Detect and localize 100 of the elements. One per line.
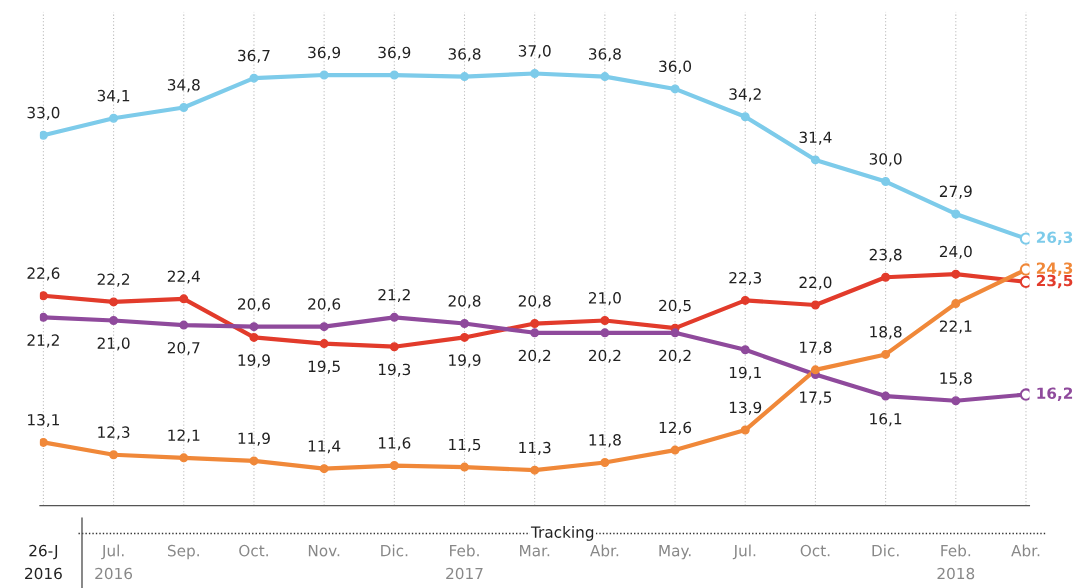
x-tick-label: Sep. (167, 544, 199, 560)
point (670, 84, 680, 94)
point (951, 269, 961, 279)
x-tick-label: Mar. (520, 545, 550, 557)
point (319, 339, 329, 349)
data-label: 22,4 (167, 270, 200, 284)
point (530, 69, 540, 78)
data-label: 23,5 (1036, 274, 1073, 289)
point (881, 272, 891, 282)
data-label: 16,2 (1037, 387, 1073, 401)
point (249, 322, 259, 332)
data-label: 27,9 (939, 185, 972, 199)
data-label: 36,0 (659, 60, 692, 74)
point (179, 102, 189, 112)
data-label: 19,3 (378, 363, 411, 377)
x-tick-label: May. (659, 545, 691, 560)
x-tick-label: 26-J 2016 (25, 544, 62, 580)
data-label: 18,8 (870, 326, 902, 340)
point (530, 319, 540, 329)
point (109, 113, 119, 123)
point (740, 112, 750, 122)
data-label: 11,3 (519, 441, 551, 455)
data-label: 20,8 (448, 295, 481, 309)
data-label: 19,5 (308, 360, 340, 374)
data-label: 22,0 (799, 276, 832, 290)
data-label: 22,6 (27, 267, 60, 281)
data-label: 22,2 (97, 273, 130, 287)
data-label: 13,9 (729, 401, 762, 415)
x-tick-label: Abr. (1011, 544, 1040, 557)
data-label: 20,2 (588, 349, 621, 363)
point (389, 461, 399, 471)
data-label: 11,4 (308, 440, 341, 454)
point (951, 298, 961, 308)
point (1019, 275, 1030, 289)
point (39, 312, 48, 322)
data-label: 33,0 (27, 106, 60, 120)
x-tick-label: Jul. 2016 (95, 544, 133, 580)
x-tick-label: Nov. (308, 545, 340, 557)
point (740, 345, 750, 355)
x-tick-label: Feb. 2018 (937, 544, 975, 580)
point (530, 328, 540, 338)
point (740, 295, 750, 305)
data-label: 34,1 (97, 89, 130, 103)
data-label: 20,2 (518, 349, 551, 363)
data-label: 20,7 (167, 342, 200, 356)
x-tick-label: Feb. 2017 (446, 544, 483, 580)
point (249, 332, 259, 342)
data-label: 12,3 (98, 426, 130, 440)
point (179, 294, 189, 304)
data-label: 11,5 (449, 438, 481, 452)
x-tick-label: Dic. (381, 544, 408, 557)
text: Tracking (530, 526, 594, 541)
point (670, 445, 680, 455)
data-label: 17,8 (800, 341, 832, 355)
point (810, 365, 820, 375)
point (249, 73, 259, 83)
point (810, 300, 820, 310)
point (389, 70, 399, 80)
data-label: 37,0 (518, 45, 551, 59)
data-label: 30,0 (869, 153, 902, 167)
data-label: 20,2 (659, 349, 691, 363)
point (389, 342, 399, 352)
data-label: 20,8 (518, 295, 551, 309)
data-label: 26,3 (1036, 231, 1073, 246)
data-label: 19,1 (729, 366, 761, 380)
point (179, 453, 189, 463)
point (881, 349, 891, 359)
data-label: 31,4 (799, 131, 832, 145)
x-tick-label: Jul. (732, 544, 756, 560)
data-label: 36,9 (308, 46, 341, 60)
data-label: 21,2 (378, 288, 410, 303)
point (39, 437, 48, 447)
point (109, 297, 119, 307)
point (109, 315, 119, 325)
data-label: 21,0 (97, 337, 130, 351)
point (600, 72, 610, 82)
point (881, 391, 891, 401)
data-label: 15,8 (940, 372, 972, 386)
data-label: 19,9 (449, 354, 481, 368)
point (951, 396, 961, 406)
point (810, 155, 820, 165)
data-label: 36,9 (378, 46, 411, 60)
data-label: 21,0 (588, 292, 621, 306)
point (319, 322, 329, 332)
data-label: 12,1 (168, 429, 200, 443)
point (600, 457, 610, 467)
point (109, 450, 119, 460)
data-label: 13,1 (28, 413, 59, 428)
data-label: 20,6 (238, 298, 270, 312)
point (319, 464, 329, 474)
point (179, 320, 189, 330)
point (249, 456, 259, 466)
point (319, 70, 329, 80)
data-label: 19,9 (238, 354, 270, 368)
data-label: 11,6 (378, 437, 411, 451)
data-label: 34,2 (729, 88, 761, 102)
data-label: 22,1 (939, 320, 972, 334)
data-label: 20,5 (659, 299, 691, 313)
data-label: 36,8 (448, 48, 481, 62)
point (530, 465, 540, 475)
